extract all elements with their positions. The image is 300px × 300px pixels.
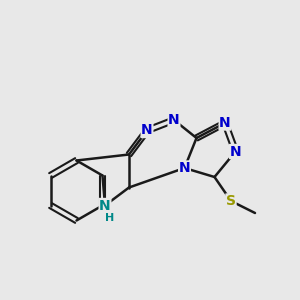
Text: N: N	[168, 113, 180, 127]
Text: N: N	[99, 199, 111, 212]
Text: N: N	[219, 116, 231, 130]
Text: H: H	[105, 213, 114, 223]
Text: S: S	[226, 194, 236, 208]
Text: N: N	[230, 145, 241, 158]
Text: N: N	[179, 161, 190, 175]
Text: N: N	[141, 124, 153, 137]
